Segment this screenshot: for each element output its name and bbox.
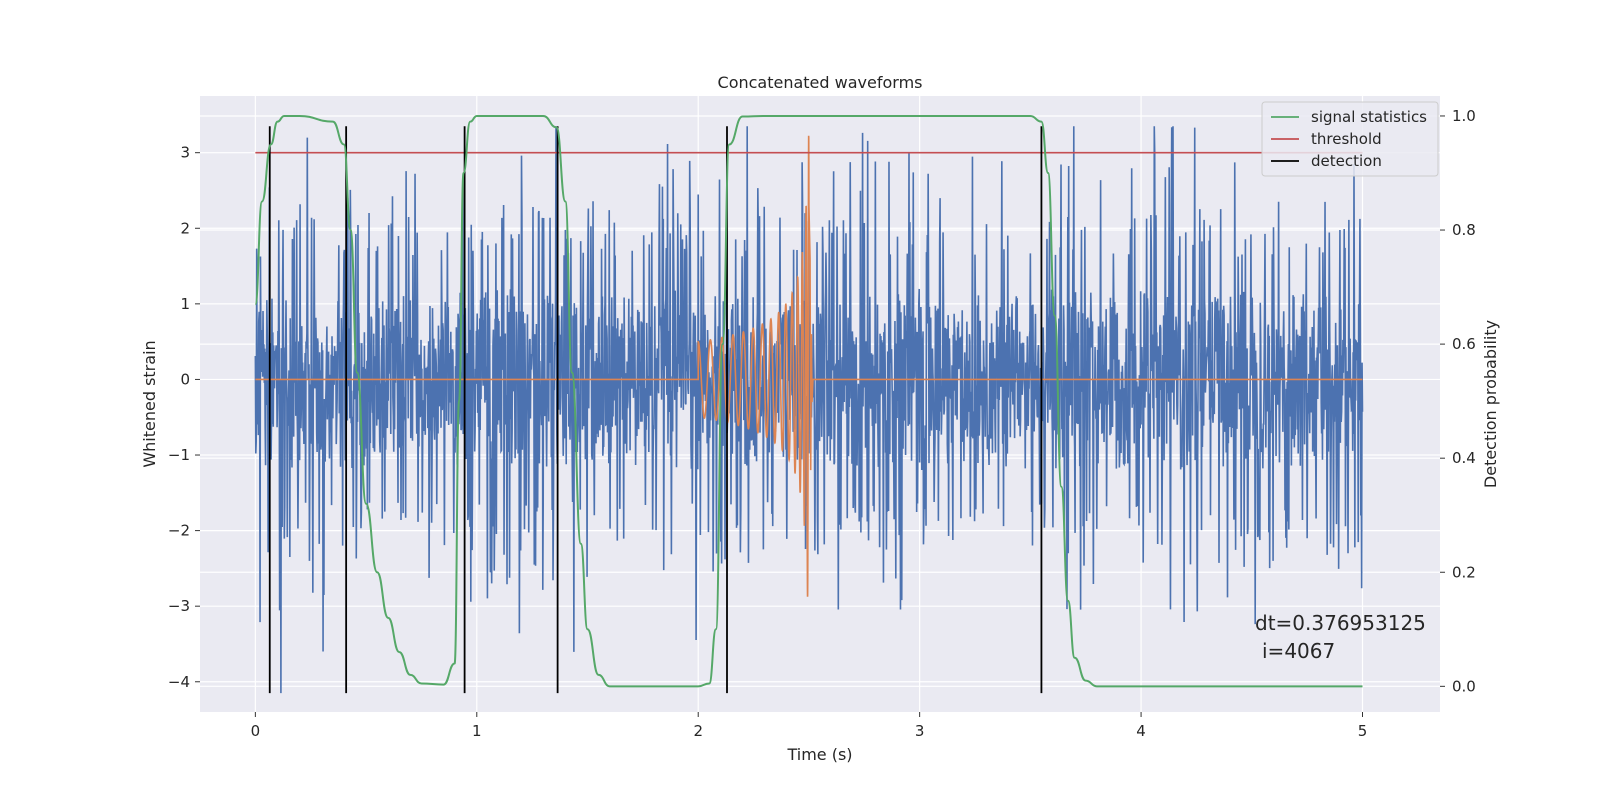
x-tick-label: 5 bbox=[1358, 722, 1368, 740]
x-tick-label: 4 bbox=[1136, 722, 1146, 740]
x-axis-label: Time (s) bbox=[786, 745, 852, 764]
x-tick-label: 3 bbox=[915, 722, 925, 740]
y-tick-label: 2 bbox=[180, 219, 190, 237]
y2-tick-label: 0.4 bbox=[1452, 449, 1476, 467]
legend-box bbox=[1261, 101, 1439, 177]
y-tick-label: 0 bbox=[180, 370, 190, 388]
chirp-series bbox=[255, 135, 1363, 597]
y2-tick-label: 1.0 bbox=[1452, 107, 1476, 125]
y-axis-ticks: −4 −3 −2 −1 0 1 2 3 bbox=[168, 144, 200, 691]
legend-label-threshold: threshold bbox=[1311, 130, 1382, 148]
legend: signal statistics threshold detection bbox=[1261, 101, 1439, 177]
index-annotation: i=4067 bbox=[1262, 639, 1335, 663]
y-axis-label: Whitened strain bbox=[140, 340, 159, 467]
x-tick-label: 2 bbox=[693, 722, 703, 740]
x-tick-label: 1 bbox=[472, 722, 482, 740]
y2-axis-ticks: 0.0 0.2 0.4 0.6 0.8 1.0 bbox=[1440, 107, 1476, 695]
chirp-line bbox=[255, 135, 1363, 597]
y-tick-label: −3 bbox=[168, 597, 190, 615]
y2-axis-label: Detection probability bbox=[1481, 320, 1500, 488]
legend-label-detection: detection bbox=[1311, 152, 1382, 170]
y-tick-label: 3 bbox=[180, 144, 190, 162]
strain-series bbox=[254, 126, 1364, 694]
y2-tick-label: 0.0 bbox=[1452, 677, 1476, 695]
y-tick-label: −1 bbox=[168, 446, 190, 464]
chart-title: Concatenated waveforms bbox=[718, 73, 923, 92]
signal-statistics-line bbox=[254, 114, 1363, 688]
dt-annotation: dt=0.376953125 bbox=[1255, 611, 1426, 635]
x-axis-ticks: 0 1 2 3 4 5 bbox=[251, 712, 1368, 740]
x-tick-label: 0 bbox=[251, 722, 261, 740]
signal-statistics-series bbox=[254, 114, 1363, 688]
y2-tick-label: 0.8 bbox=[1452, 221, 1476, 239]
y2-tick-label: 0.6 bbox=[1452, 335, 1476, 353]
strain-line bbox=[254, 126, 1364, 694]
y2-tick-label: 0.2 bbox=[1452, 563, 1476, 581]
y-tick-label: −4 bbox=[168, 673, 190, 691]
y-tick-label: −2 bbox=[168, 522, 190, 540]
legend-label-signal-statistics: signal statistics bbox=[1311, 108, 1427, 126]
y-tick-label: 1 bbox=[180, 295, 190, 313]
